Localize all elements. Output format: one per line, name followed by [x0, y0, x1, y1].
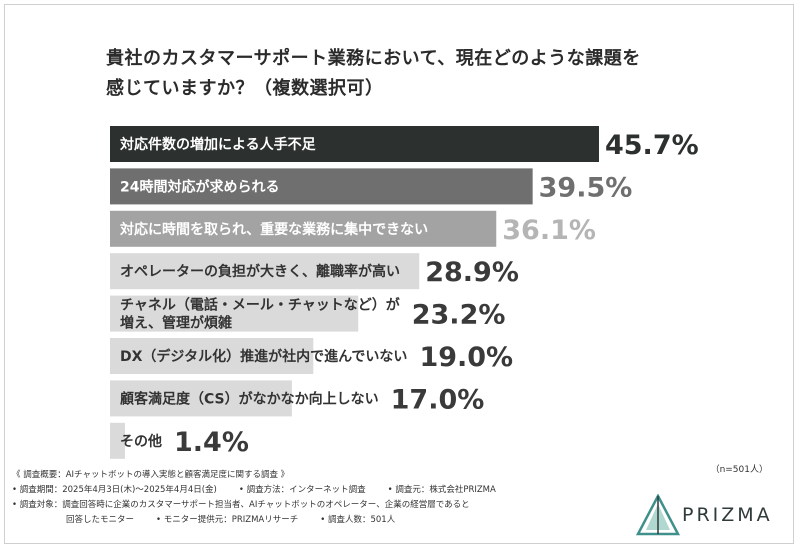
value-label-6: 19.0%	[419, 342, 513, 373]
bar-2	[110, 168, 533, 205]
value-label-1: 45.7%	[605, 130, 699, 161]
title-line-2: 感じていますか？（複数選択可）	[106, 78, 384, 99]
bar-label-4: オペレーターの負担が大きく、離職率が高い	[120, 263, 400, 280]
bar-8	[110, 422, 125, 459]
bar-label-8: その他	[120, 433, 162, 450]
value-label-5: 23.2%	[412, 300, 506, 331]
prizma-logo-icon	[635, 493, 681, 536]
bar-label-5: チャネル（電話・メール・チャットなど）が増え、管理が煩雑	[120, 297, 401, 332]
survey-period: • 調査期間：2025年4月3日(木)〜2025年4月4日(金)	[12, 485, 217, 495]
chart-title: 貴社のカスタマーサポート業務において、現在どのような課題を 感じていますか？（複…	[106, 44, 746, 104]
value-label-3: 36.1%	[502, 215, 596, 246]
value-label-7: 17.0%	[391, 384, 485, 415]
survey-target: • 調査対象：調査回答時に企業のカスタマーサポート担当者、AIチャットボットのオ…	[12, 500, 470, 510]
bar-1	[110, 126, 599, 162]
prizma-logo: PRIZMA	[635, 493, 796, 538]
title-line-1: 貴社のカスタマーサポート業務において、現在どのような課題を	[106, 48, 641, 69]
survey-meta-row: • 調査期間：2025年4月3日(木)〜2025年4月4日(金) • 調査方法：イ…	[12, 483, 632, 498]
survey-method: • 調査方法：インターネット調査	[238, 485, 366, 495]
bar-label-2: 24時間対応が求められる	[120, 178, 279, 195]
sample-size: （n=501人）	[710, 465, 768, 475]
survey-target-cont: 回答したモニター	[66, 515, 135, 525]
bar-label-7: 顧客満足度（CS）がなかなか向上しない	[120, 390, 379, 407]
value-label-8: 1.4%	[174, 427, 249, 458]
bar-label-6: DX（デジタル化）推進が社内で進んでいない	[120, 348, 407, 365]
bar-7	[110, 380, 292, 417]
bar-3	[110, 210, 497, 247]
prizma-logo-text: PRIZMA	[682, 504, 773, 526]
bar-6	[110, 338, 314, 374]
bar-5	[110, 295, 359, 332]
survey-notes: 《 調査概要：AIチャットボットの導入実態と顧客満足度に関する調査 》 • 調査…	[12, 468, 632, 528]
bar-label-1: 対応件数の増加による人手不足	[119, 136, 317, 153]
survey-target-row2: 回答したモニター • モニター提供元：PRIZMAリサーチ • 調査人数：501人	[12, 513, 632, 528]
value-label-2: 39.5%	[539, 172, 633, 203]
bar-chart: 対応件数の増加による人手不足 45.7% 24時間対応が求められる 39.5% 対応に時…	[110, 126, 699, 459]
bar-label-3: 対応に時間を取られ、重要な業務に集中できない	[119, 221, 428, 238]
value-label-4: 28.9%	[425, 257, 519, 288]
survey-respondents: • 調査人数：501人	[320, 515, 396, 525]
survey-provider: • モニター提供元：PRIZMAリサーチ	[156, 515, 299, 525]
survey-overview: 《 調査概要：AIチャットボットの導入実態と顧客満足度に関する調査 》	[12, 470, 290, 480]
survey-source: • 調査元：株式会社PRIZMA	[387, 485, 496, 495]
bar-4	[110, 253, 420, 290]
